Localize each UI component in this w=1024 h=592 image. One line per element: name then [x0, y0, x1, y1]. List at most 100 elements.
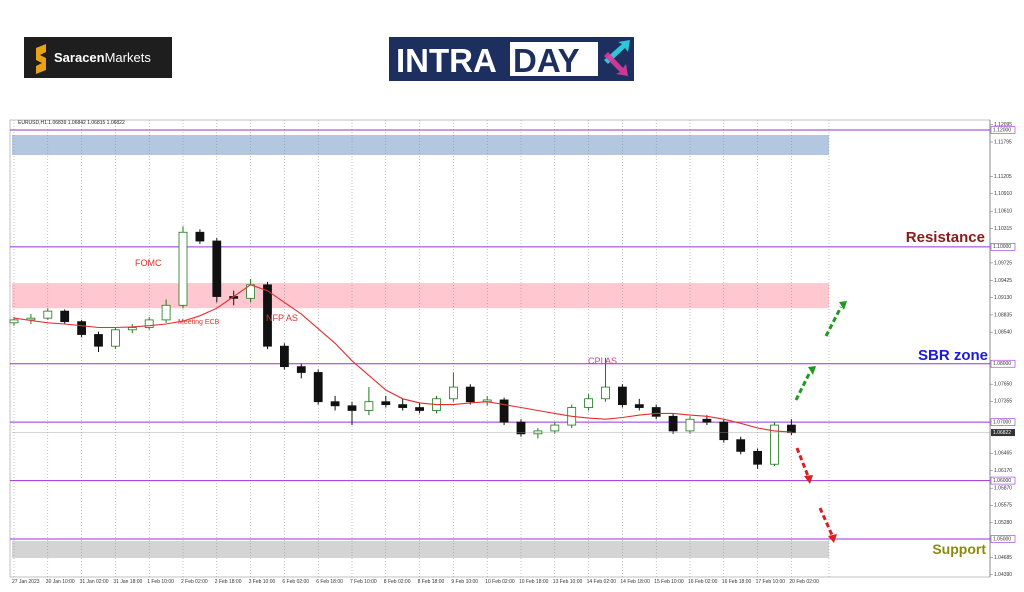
- candle-body: [263, 284, 272, 347]
- support-label: Support: [932, 541, 986, 557]
- candle-body: [448, 386, 458, 400]
- x-tick-label: 6 Feb 02:00: [282, 579, 309, 585]
- y-tick-label: 1.08835: [994, 312, 1012, 318]
- x-tick-label: 2 Feb 18:00: [215, 579, 242, 585]
- candle-body: [702, 418, 712, 423]
- annotation: FOMC: [135, 258, 162, 268]
- candle-body: [736, 439, 746, 452]
- candle-body: [499, 399, 509, 423]
- zones: [12, 135, 829, 559]
- y-tick-label: 1.11205: [994, 174, 1012, 180]
- arrow-down: [818, 507, 834, 536]
- x-tick-label: 1 Feb 10:00: [147, 579, 174, 585]
- level-label: 1.06000: [993, 478, 1011, 484]
- annotation: Meeting ECB: [178, 319, 220, 326]
- level-label-box: [990, 476, 1016, 485]
- arrow-heads: [804, 301, 847, 543]
- grid: [13, 120, 830, 577]
- y-tick-label: 1.05575: [994, 503, 1012, 509]
- candle-body: [398, 404, 408, 408]
- moving-average: [13, 284, 792, 433]
- candle-body: [195, 231, 205, 242]
- y-tick-label: 1.10910: [994, 191, 1012, 197]
- candle-body: [212, 240, 222, 297]
- y-tick-label: 1.06170: [994, 468, 1012, 474]
- axes: 27 Jan 2023 30 Jan 10:00 31 Jan 02:00 31 Ja…: [12, 122, 1016, 585]
- candle-body: [330, 401, 340, 407]
- level-label-box: [990, 535, 1016, 543]
- x-tick-label: 2 Feb 02:00: [181, 579, 208, 585]
- candle-body: [60, 310, 70, 323]
- candle-body: [111, 329, 120, 347]
- candle-body: [415, 407, 425, 411]
- plot-frame: [9, 119, 991, 578]
- x-tick-label: 20 Feb 02:00: [789, 579, 819, 585]
- arrow-head: [828, 534, 837, 543]
- candle-body: [550, 424, 560, 432]
- level-label-box: [990, 243, 1016, 251]
- candle-body: [516, 421, 526, 435]
- candle-body: [634, 404, 644, 408]
- x-tick-label: 7 Feb 10:00: [350, 579, 377, 585]
- y-tick-label: 1.09130: [994, 295, 1012, 301]
- intraday-badge-box: [510, 42, 598, 76]
- saracen-logo-text: SaracenMarkets: [54, 50, 151, 65]
- intraday-arrow-down: [604, 52, 628, 76]
- x-tick-label: 13 Feb 10:00: [553, 579, 583, 585]
- x-tick-label: 27 Jan 2023: [12, 579, 40, 585]
- x-tick-label: 31 Jan 02:00: [80, 579, 109, 585]
- x-tick-label: 14 Feb 02:00: [587, 579, 617, 585]
- x-tick-label: 16 Feb 02:00: [688, 579, 718, 585]
- level-label-box: [990, 359, 1016, 368]
- candle-body: [296, 366, 306, 373]
- level-label: 1.05000: [993, 536, 1011, 542]
- zone: [12, 541, 829, 559]
- x-tick-label: 15 Feb 10:00: [654, 579, 684, 585]
- level-label: 1.10000: [993, 244, 1011, 250]
- candle-body: [465, 386, 475, 403]
- y-tick-label: 1.07355: [994, 399, 1012, 405]
- x-tick-label: 9 Feb 10:00: [451, 579, 478, 585]
- intraday-day: DAY: [513, 42, 580, 79]
- x-tick-label: 31 Jan 18:00: [113, 579, 142, 585]
- annotation: NFP AS: [266, 313, 298, 323]
- candle-body: [144, 319, 154, 328]
- candle-body: [161, 304, 171, 321]
- candle-body: [770, 424, 779, 465]
- annotation: CPI AS: [588, 356, 617, 366]
- y-tick-label: 1.04390: [994, 572, 1012, 578]
- y-tick-label: 1.05870: [994, 486, 1012, 492]
- y-tick-label: 1.11795: [994, 139, 1012, 145]
- arrow-down: [795, 447, 810, 477]
- candle-body: [313, 372, 323, 403]
- level-label-box: [990, 126, 1016, 134]
- candle-body: [601, 386, 610, 400]
- saracen-logo-bg: [24, 37, 172, 78]
- y-tick-label: 1.10610: [994, 209, 1012, 215]
- intraday-intra: INTRA: [396, 42, 497, 79]
- x-tick-label: 30 Jan 10:00: [46, 579, 75, 585]
- zone: [12, 135, 829, 156]
- level-label: 1.12000: [993, 127, 1011, 133]
- level-label-box: [990, 418, 1016, 426]
- logo-word: Markets: [105, 50, 152, 65]
- x-tick-label: 14 Feb 18:00: [620, 579, 650, 585]
- candle-body: [381, 401, 391, 406]
- x-tick-label: 8 Feb 02:00: [384, 579, 411, 585]
- chart-header: EURUSD,H1 1.06839 1.06842 1.06815 1.0682…: [18, 120, 125, 126]
- arrow-head: [839, 301, 847, 310]
- candle-body: [685, 418, 695, 432]
- arrow-up: [824, 306, 843, 337]
- x-tick-label: 8 Feb 18:00: [418, 579, 445, 585]
- level-label: 1.07000: [993, 419, 1011, 425]
- candle-body: [77, 321, 86, 335]
- y-tick-label: 1.07650: [994, 382, 1012, 388]
- y-tick-label: 1.04685: [994, 555, 1012, 561]
- candle-body: [668, 415, 678, 432]
- y-tick-label: 1.06465: [994, 451, 1012, 457]
- candle-body: [26, 317, 36, 321]
- last-price-box: [991, 429, 1015, 437]
- x-tick-label: 16 Feb 18:00: [722, 579, 752, 585]
- resistance-label: Resistance: [906, 229, 985, 246]
